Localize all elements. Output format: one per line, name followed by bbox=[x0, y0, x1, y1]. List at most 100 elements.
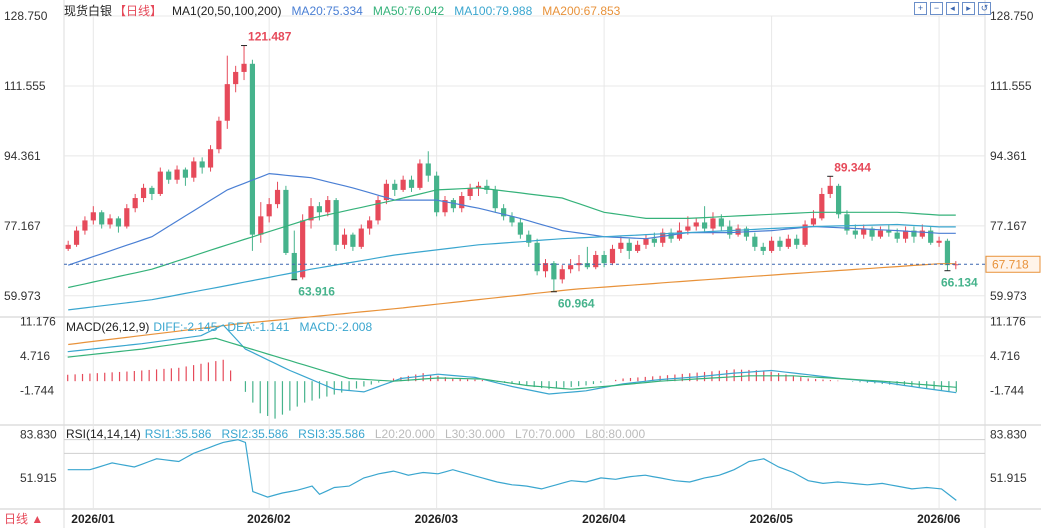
candle-body bbox=[266, 204, 272, 217]
scroll-left-icon[interactable]: ◂ bbox=[946, 2, 959, 15]
price-y-tick-right: 128.750 bbox=[990, 9, 1034, 23]
zoom-out-icon[interactable]: − bbox=[930, 2, 943, 15]
candle-body bbox=[450, 200, 456, 209]
rsi-l30-value: L30:30.000 bbox=[444, 427, 505, 441]
price-y-tick-left: 77.167 bbox=[4, 219, 41, 233]
rsi-y-tick-right: 83.830 bbox=[990, 427, 1027, 441]
zoom-in-icon[interactable]: + bbox=[914, 2, 927, 15]
candle-body bbox=[869, 228, 875, 237]
candle-body bbox=[777, 240, 783, 247]
candle-body bbox=[425, 163, 431, 176]
ma-line-ma100 bbox=[68, 223, 956, 311]
scroll-right-icon[interactable]: ▸ bbox=[962, 2, 975, 15]
candle-body bbox=[542, 263, 549, 272]
candle-body bbox=[400, 179, 406, 190]
rsi-y-tick-left: 83.830 bbox=[20, 427, 57, 441]
macd-y-tick-left: 11.176 bbox=[20, 314, 56, 328]
macd-y-tick-left: -1.744 bbox=[20, 384, 54, 398]
x-tick-label: 2026/01 bbox=[71, 512, 115, 526]
rsi-label[interactable]: RSI(14,14,14) bbox=[66, 427, 141, 441]
macd-value: MACD:-2.008 bbox=[299, 320, 373, 334]
macd-dea-value: DEA:-1.141 bbox=[227, 320, 290, 334]
rsi-line-rsi1 bbox=[67, 439, 957, 501]
chart-toolbar: + − ◂ ▸ ↺ bbox=[914, 2, 991, 15]
candle-body bbox=[157, 171, 163, 194]
ma20-value: MA20:75.334 bbox=[291, 4, 363, 18]
candle-body bbox=[358, 228, 364, 247]
candle-body bbox=[367, 220, 373, 229]
ma-line-ma50 bbox=[68, 187, 956, 289]
rsi-l70-value: L70:70.000 bbox=[515, 427, 576, 441]
last-price-box bbox=[985, 255, 1041, 273]
period-switch[interactable]: 日线 ▲ bbox=[4, 512, 44, 526]
candle-body bbox=[911, 230, 917, 237]
candle-body bbox=[676, 230, 683, 239]
extreme-label: 66.134 bbox=[941, 276, 978, 290]
candle-body bbox=[936, 240, 942, 243]
candle-body bbox=[559, 269, 565, 280]
candle-body bbox=[241, 63, 247, 72]
candle-body bbox=[752, 236, 758, 247]
candle-body bbox=[149, 187, 155, 194]
candle-body bbox=[249, 63, 256, 235]
candle-body bbox=[216, 120, 222, 150]
candle-body bbox=[300, 220, 306, 278]
candle-body bbox=[233, 71, 239, 85]
price-y-tick-left: 59.973 bbox=[4, 289, 41, 303]
candle-body bbox=[484, 185, 490, 190]
candle-body bbox=[207, 149, 214, 168]
candle-body bbox=[65, 244, 71, 249]
price-y-tick-right: 77.167 bbox=[990, 219, 1027, 233]
candle-body bbox=[685, 226, 691, 231]
candle-body bbox=[517, 222, 523, 235]
candle-body bbox=[182, 169, 189, 178]
candle-body bbox=[635, 244, 641, 251]
candle-body bbox=[124, 208, 130, 227]
candle-body bbox=[140, 187, 147, 199]
rsi-y-tick-left: 51.915 bbox=[20, 471, 57, 485]
candle-body bbox=[894, 232, 900, 239]
price-y-tick-left: 111.555 bbox=[4, 79, 46, 93]
main-legend: 现货白银 【日线】 MA1(20,50,100,200) MA20:75.334 MA5… bbox=[64, 4, 630, 18]
rsi1-value: RSI1:35.586 bbox=[144, 427, 212, 441]
candle-body bbox=[308, 206, 314, 221]
candle-body bbox=[593, 254, 599, 268]
candle-body bbox=[442, 200, 448, 213]
candle-body bbox=[835, 185, 842, 215]
price-y-tick-left: 94.361 bbox=[4, 149, 41, 163]
candle-body bbox=[475, 185, 482, 188]
candle-body bbox=[408, 179, 415, 188]
candle-body bbox=[534, 242, 540, 272]
candle-body bbox=[283, 189, 289, 253]
candle-body bbox=[702, 222, 708, 229]
candle-body bbox=[785, 238, 791, 247]
candle-body bbox=[99, 212, 105, 225]
candle-body bbox=[551, 263, 557, 280]
candle-body bbox=[643, 238, 649, 245]
candle-body bbox=[132, 198, 138, 209]
extreme-label: 89.344 bbox=[834, 160, 871, 174]
candle-body bbox=[919, 230, 925, 237]
candle-body bbox=[794, 238, 800, 245]
ma200-value: MA200:67.853 bbox=[542, 4, 621, 18]
candle-body bbox=[383, 183, 389, 201]
candle-body bbox=[844, 214, 850, 231]
x-tick-label: 2026/05 bbox=[750, 512, 794, 526]
candle-body bbox=[710, 218, 716, 229]
price-y-tick-right: 59.973 bbox=[990, 289, 1027, 303]
candle-body bbox=[584, 263, 590, 268]
candle-body bbox=[626, 242, 632, 251]
macd-legend: MACD(26,12,9) DIFF:-2.145 DEA:-1.141 MACD:-… bbox=[66, 320, 382, 334]
candle-body bbox=[953, 264, 959, 266]
candle-body bbox=[375, 200, 381, 221]
macd-y-tick-right: -1.744 bbox=[990, 384, 1024, 398]
candle-body bbox=[618, 242, 624, 249]
candle-body bbox=[743, 228, 750, 237]
reset-icon[interactable]: ↺ bbox=[978, 2, 991, 15]
price-y-tick-right: 94.361 bbox=[990, 149, 1027, 163]
candle-body bbox=[224, 84, 230, 121]
candle-body bbox=[568, 265, 574, 270]
macd-label[interactable]: MACD(26,12,9) bbox=[66, 320, 150, 334]
candle-body bbox=[576, 263, 582, 266]
ma-indicator-label[interactable]: MA1(20,50,100,200) bbox=[172, 4, 282, 18]
